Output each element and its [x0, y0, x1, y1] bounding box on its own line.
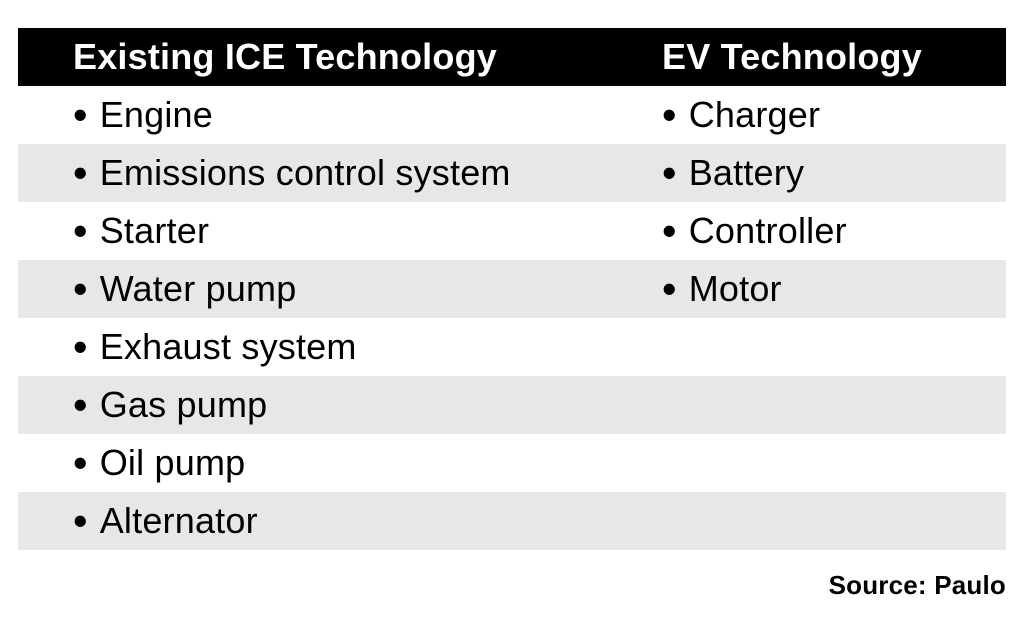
ice-item-label: Water pump	[99, 268, 297, 309]
ev-item-label: Motor	[688, 268, 782, 309]
table-row: • Starter • Controller	[18, 202, 1006, 260]
ev-cell: • Motor	[662, 266, 782, 312]
ice-cell: • Gas pump	[73, 382, 268, 428]
table-row: • Emissions control system • Battery	[18, 144, 1006, 202]
source-attribution: Source: Paulo	[828, 570, 1006, 600]
table-row: • Alternator	[18, 492, 1006, 550]
ev-cell: • Battery	[662, 150, 805, 196]
ice-cell: • Starter	[73, 208, 210, 254]
ev-cell: • Charger	[662, 92, 821, 138]
ice-cell: • Oil pump	[73, 440, 246, 486]
ice-cell: • Water pump	[73, 266, 297, 312]
table-row: • Water pump • Motor	[18, 260, 1006, 318]
table-row: • Engine • Charger	[18, 86, 1006, 144]
ev-cell-empty	[607, 492, 1006, 550]
comparison-table: Existing ICE Technology EV Technology • …	[18, 28, 1006, 550]
header-ice-technology: Existing ICE Technology	[73, 36, 497, 77]
ev-item-label: Battery	[688, 152, 805, 193]
ice-cell: • Exhaust system	[73, 324, 357, 370]
ev-cell-empty	[607, 376, 1006, 434]
ev-item-label: Charger	[688, 94, 821, 135]
table-row: • Gas pump	[18, 376, 1006, 434]
ice-cell: • Emissions control system	[73, 150, 511, 196]
ice-cell: • Alternator	[73, 498, 258, 544]
ev-cell: • Controller	[662, 208, 847, 254]
table-row: • Exhaust system	[18, 318, 1006, 376]
table-row: • Oil pump	[18, 434, 1006, 492]
ice-item-label: Starter	[99, 210, 210, 251]
ice-cell: • Engine	[73, 92, 213, 138]
header-ev-technology: EV Technology	[662, 36, 922, 77]
ice-item-label: Gas pump	[99, 384, 268, 425]
table-header: Existing ICE Technology EV Technology	[18, 28, 1006, 86]
ice-item-label: Exhaust system	[99, 326, 357, 367]
ev-item-label: Controller	[688, 210, 847, 251]
ice-item-label: Oil pump	[99, 442, 246, 483]
ev-cell-empty	[607, 434, 1006, 492]
ev-cell-empty	[607, 318, 1006, 376]
ice-item-label: Emissions control system	[99, 152, 511, 193]
ice-item-label: Alternator	[99, 500, 258, 541]
ice-item-label: Engine	[99, 94, 213, 135]
